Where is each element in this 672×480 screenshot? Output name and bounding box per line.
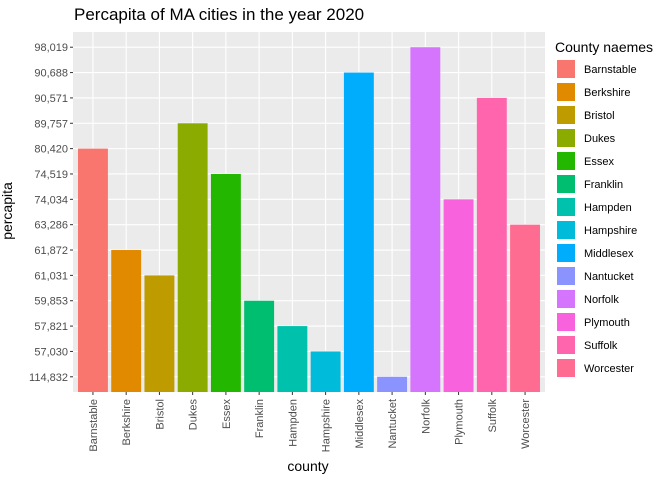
legend-key-nantucket	[557, 267, 575, 285]
x-tick-label: Worcester	[520, 399, 532, 449]
x-tick-label: Nantucket	[387, 399, 399, 449]
legend-label: Hampshire	[584, 225, 637, 237]
bar-barnstable	[77, 148, 108, 392]
y-tick-label: 61,872	[34, 245, 68, 257]
legend-key-worcester	[557, 359, 575, 377]
bar-dukes	[177, 123, 208, 392]
x-tick-label: Hampden	[287, 399, 299, 447]
legend-key-bristol	[557, 106, 575, 124]
chart-title: Percapita of MA cities in the year 2020	[74, 5, 364, 24]
y-tick-label: 114,832	[29, 372, 68, 384]
y-tick-label: 89,757	[34, 118, 68, 130]
x-tick-label: Middlesex	[354, 399, 366, 449]
legend-key-middlesex	[557, 244, 575, 262]
legend-key-franklin	[557, 175, 575, 193]
legend-key-hampden	[557, 198, 575, 216]
x-tick-label: Hampshire	[321, 399, 333, 452]
bar-nantucket	[377, 376, 408, 392]
legend-label: Plymouth	[584, 317, 630, 329]
legend-key-essex	[557, 152, 575, 170]
legend-title: County naemes	[555, 39, 653, 55]
y-tick-label: 74,034	[34, 194, 68, 206]
x-tick-label: Plymouth	[454, 399, 466, 445]
legend-key-barnstable	[557, 60, 575, 78]
legend-label: Barnstable	[584, 64, 637, 76]
legend-key-suffolk	[557, 336, 575, 354]
plot-panel	[73, 32, 545, 392]
y-tick-label: 98,019	[34, 42, 68, 54]
y-axis-title: percapita	[0, 182, 15, 240]
y-tick-label: 74,519	[34, 169, 68, 181]
y-tick-label: 57,821	[34, 321, 68, 333]
bar-middlesex	[343, 72, 374, 392]
legend-label: Middlesex	[584, 248, 634, 260]
x-axis-title: county	[287, 458, 328, 474]
bar-franklin	[244, 300, 275, 392]
legend-label: Nantucket	[584, 271, 634, 283]
bar-worcester	[510, 224, 541, 392]
legend-label: Berkshire	[584, 87, 630, 99]
legend-key-dukes	[557, 129, 575, 147]
x-axis-ticks: Barnstable Berkshire Bristol Dukes Essex Fran…	[88, 392, 532, 452]
y-tick-label: 90,688	[34, 68, 68, 80]
legend-label: Hampden	[584, 202, 632, 214]
legend: County naemes Barnstable Berkshire Bristol…	[555, 39, 653, 377]
x-tick-label: Norfolk	[420, 399, 432, 434]
x-tick-label: Franklin	[254, 399, 266, 438]
x-tick-label: Dukes	[188, 399, 200, 431]
bar-hampden	[277, 326, 308, 392]
bar-norfolk	[410, 47, 441, 392]
y-tick-label: 90,571	[34, 93, 68, 105]
legend-key-hampshire	[557, 221, 575, 239]
y-tick-label: 59,853	[34, 296, 68, 308]
legend-key-berkshire	[557, 83, 575, 101]
legend-label: Franklin	[584, 179, 623, 191]
y-tick-label: 57,030	[34, 346, 68, 358]
x-tick-label: Suffolk	[487, 399, 499, 433]
bars	[77, 47, 541, 392]
x-tick-label: Essex	[221, 399, 233, 429]
bar-suffolk	[476, 97, 507, 392]
y-axis-ticks: 114,832 57,030 57,821 59,853 61,031 61,872 63,…	[29, 42, 73, 384]
y-tick-label: 63,286	[34, 220, 68, 232]
legend-label: Suffolk	[584, 340, 618, 352]
bar-berkshire	[111, 250, 142, 392]
y-tick-label: 61,031	[34, 270, 68, 282]
legend-label: Dukes	[584, 133, 616, 145]
bar-bristol	[144, 275, 175, 392]
x-tick-label: Berkshire	[121, 399, 133, 445]
x-tick-label: Barnstable	[88, 399, 100, 452]
bar-plymouth	[443, 199, 474, 392]
bar-essex	[210, 173, 241, 392]
bar-hampshire	[310, 351, 341, 392]
x-tick-label: Bristol	[154, 399, 166, 430]
legend-key-plymouth	[557, 313, 575, 331]
y-tick-label: 80,420	[34, 144, 68, 156]
legend-label: Essex	[584, 156, 614, 168]
legend-label: Worcester	[584, 363, 634, 375]
legend-key-norfolk	[557, 290, 575, 308]
legend-label: Norfolk	[584, 294, 619, 306]
legend-label: Bristol	[584, 110, 615, 122]
